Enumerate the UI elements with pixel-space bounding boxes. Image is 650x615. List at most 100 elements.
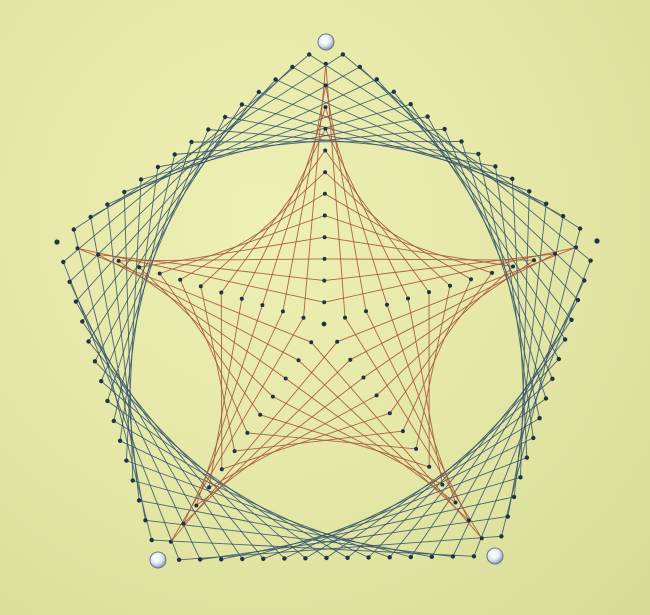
inner-thread [324,253,556,282]
nail-icon [553,251,557,256]
inner-thread [389,272,493,414]
inner-thread [170,317,304,543]
nail-icon [531,435,536,441]
nail-icon [116,258,121,263]
inner-thread [97,254,299,361]
nail-icon [61,259,66,265]
nail-icon [239,296,244,301]
outer-thread [305,417,540,559]
nail-icon [537,416,542,421]
nail-icon [414,446,419,451]
nail-icon [322,191,327,196]
nail-icon [335,339,340,344]
nail-icon [324,555,329,561]
nail-icon [105,202,110,207]
inner-thread [247,432,417,450]
nail-icon [261,556,266,561]
nail-icon [240,556,245,562]
nail-icon [493,164,498,169]
outer-thread [69,281,201,560]
nail-icon [321,321,327,327]
nail-icon [206,127,211,132]
nail-icon [408,554,413,560]
outer-thread [326,398,547,559]
nail-icon [385,302,389,307]
nail-icon [505,514,510,519]
outer-thread [191,141,462,143]
nail-icon [155,164,161,170]
inner-thread [179,279,248,434]
outer-thread [477,153,541,419]
nail-icon [562,337,568,342]
nail-icon [207,485,212,490]
nail-icon [290,64,295,70]
nail-icon [54,239,60,245]
outer-thread [75,301,222,560]
inner-thread [98,254,325,282]
inner-thread [415,285,451,449]
nail-icon [427,464,432,469]
nail-icon [364,309,368,314]
nail-icon [594,238,600,244]
inner-thread [200,171,326,287]
inner-thread [407,298,443,485]
outer-thread [100,129,209,382]
nail-icon [136,498,142,503]
inner-thread [386,304,456,503]
nail-icon [270,394,275,399]
nail-icon [122,189,127,195]
nail-icon [96,252,101,257]
nail-icon [406,296,410,301]
nail-layer [54,52,600,562]
inner-thread [220,150,326,293]
nail-icon [322,213,327,218]
outer-thread [507,216,564,517]
nail-icon [511,494,517,500]
nail-icon [560,213,566,219]
outer-thread [513,203,547,497]
nail-icon [149,537,154,543]
nail-icon [75,246,80,251]
nail-icon [322,235,327,240]
inner-thread [324,128,409,299]
inner-thread [118,260,286,379]
tack-icon [317,33,335,51]
inner-thread [310,341,483,539]
inner-thread [298,359,470,521]
nail-icon [518,475,523,480]
inner-thread [139,236,325,268]
nail-icon [543,396,549,401]
outer-thread [62,261,180,560]
nail-icon [157,271,162,276]
outer-thread [520,191,530,478]
nail-icon [450,554,456,559]
inner-thread [77,247,325,303]
inner-thread [138,266,274,397]
nail-icon [323,61,328,66]
outer-thread [88,104,243,342]
nail-icon [130,478,135,483]
nail-icon [168,539,173,544]
nail-icon [245,430,250,435]
nail-icon [86,339,91,344]
outer-thread [308,54,581,229]
outer-thread [200,516,508,560]
nail-icon [469,277,473,282]
nail-icon [448,283,452,288]
inner-thread [159,273,261,416]
nail-icon [345,555,350,560]
outer-thread [511,178,528,458]
nail-icon [67,279,72,284]
inner-thread [159,215,325,274]
nail-icon [588,258,593,263]
nail-icon [143,518,148,523]
inner-thread [350,253,556,361]
outer-thread [284,437,534,559]
outer-thread [179,535,502,561]
nail-icon [569,317,574,322]
nail-icon [307,52,312,57]
nail-icon [99,378,104,384]
nail-icon [73,299,79,304]
nail-icon [189,139,194,145]
